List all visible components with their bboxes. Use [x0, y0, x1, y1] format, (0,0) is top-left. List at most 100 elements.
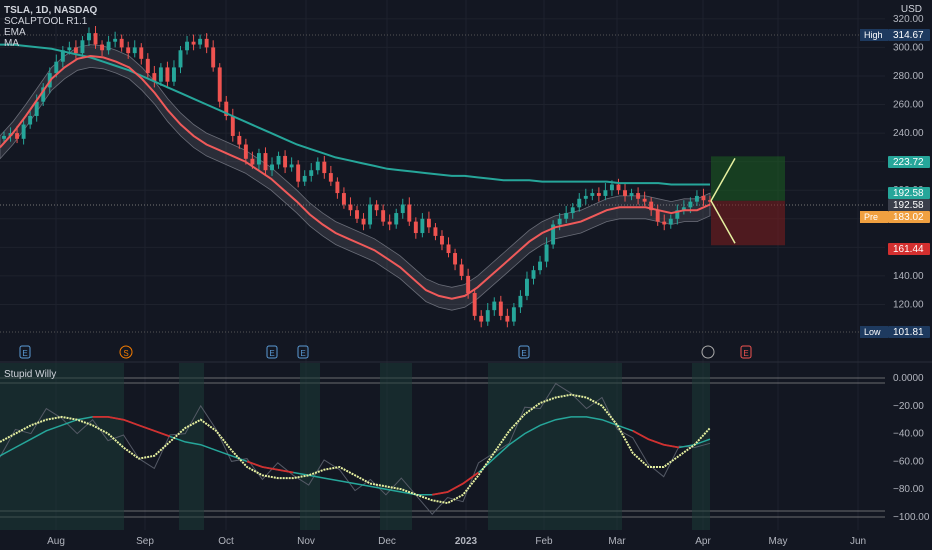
candles	[2, 25, 712, 328]
candle	[636, 193, 641, 199]
earnings-marker	[266, 345, 278, 359]
candle	[440, 235, 444, 245]
candle	[616, 184, 621, 191]
ema-line	[0, 54, 711, 300]
candle	[237, 135, 242, 145]
osc-red-seg	[432, 471, 480, 496]
candle	[204, 38, 209, 48]
candle	[139, 47, 144, 59]
candle	[642, 198, 647, 202]
candle	[538, 261, 542, 271]
marker-label: E	[521, 349, 526, 358]
up-arrow	[710, 157, 736, 202]
price-tag-label: Low	[864, 327, 881, 337]
ma-line	[0, 43, 710, 186]
oscillator-bands	[0, 363, 710, 530]
candle	[256, 153, 261, 165]
candle	[283, 155, 288, 168]
x-tick-label: Sep	[136, 536, 154, 547]
candle	[609, 184, 614, 191]
dividend-marker	[701, 345, 715, 359]
earnings-marker	[19, 345, 31, 359]
candle	[250, 158, 255, 165]
osc-tick-label: −80.00	[893, 484, 924, 495]
candle	[433, 227, 438, 236]
candle	[681, 207, 686, 211]
indicator-lines	[0, 43, 711, 300]
projection-box	[710, 156, 785, 246]
x-tick-label: Mar	[608, 536, 626, 547]
x-tick-label: Oct	[218, 536, 234, 547]
candle	[15, 133, 20, 139]
x-tick-label: Jun	[850, 536, 866, 547]
candle	[374, 204, 379, 211]
osc-tick-label: −20.00	[893, 401, 924, 412]
price-tag-bg	[888, 326, 930, 338]
price-tag-value: 101.81	[893, 327, 924, 338]
price-tag-label: Pre	[864, 212, 878, 222]
price-tag-value: 161.44	[893, 244, 924, 255]
candle	[603, 190, 608, 196]
candle	[675, 210, 680, 219]
marker-label: E	[743, 349, 748, 358]
earnings-marker	[297, 345, 309, 359]
price-tag-value: 183.02	[893, 212, 924, 223]
price-tag-bg	[888, 243, 930, 255]
price-tag-label-bg	[860, 326, 888, 338]
candle	[400, 204, 405, 214]
candle	[544, 244, 549, 262]
price-tag-label-bg	[860, 211, 888, 223]
candle	[87, 33, 91, 41]
candle	[485, 310, 490, 322]
x-tick-label: Apr	[695, 536, 711, 547]
candle	[165, 67, 170, 82]
price-tag-value: 314.67	[893, 30, 924, 41]
indicator-ma[interactable]: MA	[4, 38, 19, 49]
candle	[453, 253, 458, 265]
candle	[178, 50, 183, 68]
osc-shade	[488, 363, 622, 530]
candle	[341, 193, 346, 205]
marker-label: E	[269, 349, 274, 358]
split-marker	[119, 345, 133, 359]
candle	[217, 67, 222, 102]
candle	[172, 67, 176, 82]
candle	[701, 195, 706, 201]
price-tag-bg	[888, 199, 930, 211]
candle	[655, 210, 660, 222]
osc-red-seg	[92, 416, 171, 438]
x-tick-label: Nov	[297, 536, 315, 547]
candle	[211, 47, 216, 68]
price-tag-value: 192.58	[893, 188, 924, 199]
candle	[73, 47, 78, 54]
candle	[387, 221, 392, 225]
candle	[381, 210, 386, 222]
price-tag-bg	[888, 29, 930, 41]
oscillator-title[interactable]: Stupid Willy	[4, 369, 57, 380]
marker-label: E	[300, 349, 305, 358]
candle	[106, 41, 111, 51]
candle	[577, 198, 582, 208]
candle	[570, 207, 575, 214]
osc-red-seg	[632, 430, 680, 449]
candle	[276, 155, 281, 165]
candle	[119, 38, 124, 48]
candle	[459, 264, 464, 276]
candle	[446, 244, 451, 254]
osc-tick-label: −60.00	[893, 456, 924, 467]
x-tick-label: 2023	[455, 536, 478, 547]
candle	[479, 315, 484, 322]
osc-shade	[0, 363, 124, 530]
price-tag-bg	[888, 156, 930, 168]
candle	[420, 218, 425, 234]
indicator-ema[interactable]: EMA	[4, 27, 26, 38]
candle	[60, 50, 65, 62]
candle	[2, 135, 6, 139]
marker-label: S	[123, 349, 128, 358]
candle	[34, 101, 39, 116]
osc-tick-label: −40.00	[893, 429, 924, 440]
indicator-scalptool[interactable]: SCALPTOOL R1.1	[4, 16, 88, 27]
candle	[315, 161, 320, 171]
